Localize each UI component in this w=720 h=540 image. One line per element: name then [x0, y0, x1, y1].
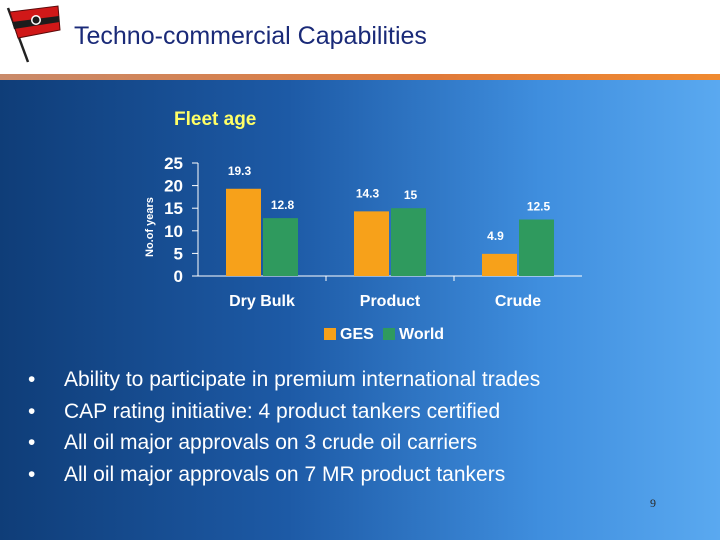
legend-label: GES: [340, 326, 374, 343]
bullet-text: Ability to participate in premium intern…: [64, 368, 541, 391]
legend-swatch-world: [383, 328, 395, 340]
bar-ges: [482, 253, 517, 276]
y-tick-label: 10: [164, 222, 183, 241]
category-label: Crude: [495, 293, 541, 310]
bullet-item: • All oil major approvals on 3 crude oil …: [28, 427, 540, 459]
data-label: 15: [404, 188, 418, 202]
header-divider: [0, 74, 720, 80]
bullet-dot: •: [28, 431, 36, 454]
bullet-dot: •: [28, 462, 36, 486]
data-label: 12.5: [527, 200, 551, 214]
bullet-item: • CAP rating initiative: 4 product tanker…: [28, 396, 540, 428]
y-tick-label: 25: [164, 154, 183, 173]
bar-world: [391, 208, 426, 276]
bullet-text: All oil major approvals on 7 MR product …: [64, 462, 506, 486]
legend-swatch-ges: [324, 328, 336, 340]
data-label: 19.3: [228, 164, 252, 178]
y-tick-label: 20: [164, 177, 183, 196]
chart-title: Fleet age: [174, 109, 256, 130]
bullet-text: All oil major approvals on 3 crude oil c…: [64, 431, 478, 454]
bullet-text: CAP rating initiative: 4 product tankers…: [64, 399, 501, 423]
y-tick-label: 5: [174, 244, 183, 263]
legend-label: World: [399, 326, 444, 343]
bullet-item: • Ability to participate in premium inter…: [28, 364, 540, 396]
bullet-dot: •: [28, 368, 36, 391]
bar-ges: [354, 211, 389, 276]
page-title: Techno-commercial Capabilities: [74, 22, 427, 50]
y-axis-label: No.of years: [144, 197, 156, 257]
header-bar: [0, 0, 720, 76]
data-label: 4.9: [487, 229, 504, 243]
category-label: Product: [360, 293, 421, 310]
bullet-list: • Ability to participate in premium inter…: [28, 364, 540, 490]
bullet-item: • All oil major approvals on 7 MR product…: [28, 459, 540, 491]
bar-ges: [226, 188, 261, 276]
data-label: 14.3: [356, 186, 380, 200]
page-number: 9: [650, 496, 656, 510]
y-tick-label: 15: [164, 199, 183, 218]
bar-world: [519, 219, 554, 276]
bar-world: [263, 218, 298, 276]
y-tick-label: 0: [174, 267, 183, 286]
category-label: Dry Bulk: [229, 293, 295, 310]
data-label: 12.8: [271, 198, 295, 212]
bullet-dot: •: [28, 399, 36, 423]
flag-logo-icon: [6, 5, 61, 63]
fleet-age-chart: Fleet age No.of years 0 5 10 15 20 25 19.3 12.…: [144, 109, 582, 343]
